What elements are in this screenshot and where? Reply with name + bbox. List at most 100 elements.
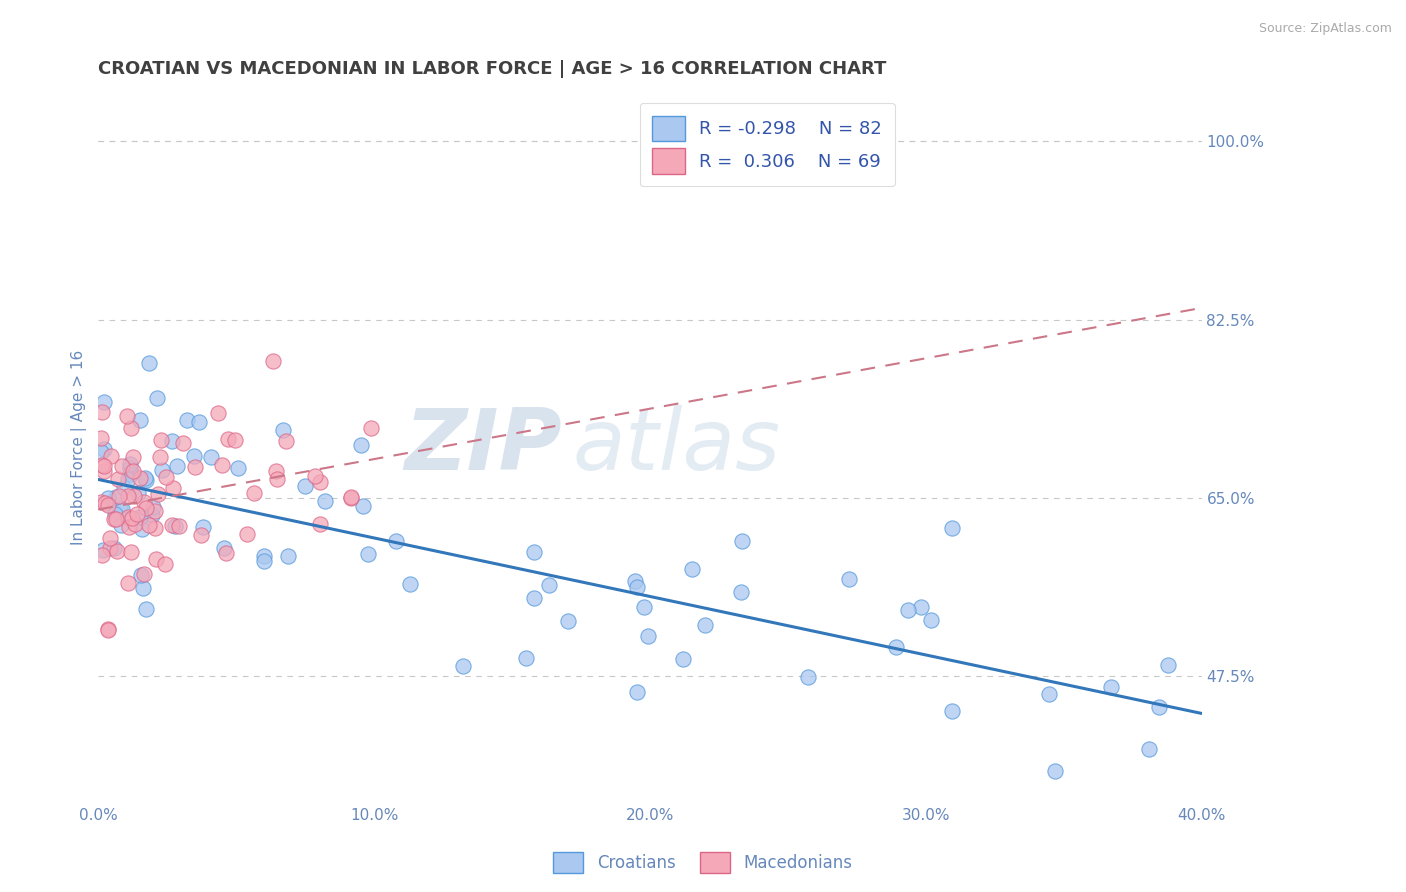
- Point: [118, 461, 141, 475]
- Point: [97, 491, 120, 505]
- Point: [97, 622, 120, 636]
- Point: [135, 500, 157, 515]
- Text: atlas: atlas: [572, 406, 780, 489]
- Point: [340, 491, 363, 505]
- Point: [626, 580, 648, 594]
- Point: [141, 508, 163, 522]
- Point: [385, 534, 408, 549]
- Point: [308, 516, 330, 531]
- Point: [730, 584, 752, 599]
- Point: [120, 466, 142, 480]
- Point: [350, 437, 373, 451]
- Point: [1137, 742, 1160, 756]
- Point: [1099, 681, 1122, 695]
- Point: [104, 507, 127, 521]
- Point: [211, 458, 233, 473]
- Point: [129, 568, 152, 582]
- Point: [162, 481, 184, 495]
- Point: [1147, 699, 1170, 714]
- Point: [97, 498, 120, 512]
- Point: [93, 442, 115, 456]
- Text: CROATIAN VS MACEDONIAN IN LABOR FORCE | AGE > 16 CORRELATION CHART: CROATIAN VS MACEDONIAN IN LABOR FORCE | …: [98, 60, 887, 78]
- Point: [941, 704, 963, 718]
- Point: [90, 445, 112, 459]
- Point: [277, 549, 299, 563]
- Point: [122, 489, 145, 503]
- Point: [235, 527, 257, 541]
- Point: [167, 519, 190, 533]
- Point: [124, 517, 146, 532]
- Point: [98, 532, 121, 546]
- Point: [132, 582, 155, 596]
- Point: [115, 409, 138, 423]
- Point: [294, 479, 316, 493]
- Point: [105, 511, 128, 525]
- Point: [150, 433, 173, 447]
- Point: [93, 459, 115, 474]
- Point: [176, 412, 198, 426]
- Point: [120, 467, 142, 482]
- Point: [163, 519, 186, 533]
- Point: [681, 562, 703, 576]
- Point: [105, 490, 128, 504]
- Point: [672, 651, 695, 665]
- Point: [135, 474, 157, 488]
- Point: [633, 600, 655, 615]
- Point: [153, 557, 176, 571]
- Point: [274, 434, 297, 449]
- Point: [399, 577, 422, 591]
- Point: [93, 395, 115, 409]
- Point: [105, 544, 128, 558]
- Legend: Croatians, Macedonians: Croatians, Macedonians: [547, 846, 859, 880]
- Point: [143, 503, 166, 517]
- Point: [523, 545, 546, 559]
- Point: [90, 431, 112, 445]
- Point: [897, 603, 920, 617]
- Point: [271, 423, 294, 437]
- Point: [121, 464, 143, 478]
- Point: [1045, 764, 1067, 779]
- Point: [207, 406, 229, 420]
- Point: [111, 501, 134, 516]
- Point: [160, 434, 183, 448]
- Point: [451, 658, 474, 673]
- Point: [253, 554, 276, 568]
- Point: [96, 624, 118, 638]
- Point: [340, 491, 363, 506]
- Point: [103, 512, 125, 526]
- Point: [110, 517, 132, 532]
- Point: [172, 435, 194, 450]
- Point: [98, 541, 121, 556]
- Point: [314, 493, 336, 508]
- Point: [122, 450, 145, 465]
- Point: [626, 685, 648, 699]
- Point: [941, 521, 963, 535]
- Point: [100, 450, 122, 464]
- Legend: R = -0.298    N = 82, R =  0.306    N = 69: R = -0.298 N = 82, R = 0.306 N = 69: [640, 103, 894, 186]
- Point: [884, 640, 907, 655]
- Point: [108, 489, 131, 503]
- Point: [91, 543, 114, 558]
- Point: [155, 470, 177, 484]
- Point: [142, 500, 165, 514]
- Point: [145, 552, 167, 566]
- Point: [838, 572, 860, 586]
- Point: [94, 496, 117, 510]
- Point: [103, 541, 125, 556]
- Point: [160, 518, 183, 533]
- Point: [132, 495, 155, 509]
- Point: [215, 546, 238, 560]
- Point: [515, 651, 537, 665]
- Point: [138, 517, 160, 532]
- Point: [146, 391, 169, 405]
- Text: ZIP: ZIP: [404, 406, 562, 489]
- Point: [166, 458, 188, 473]
- Point: [112, 481, 135, 495]
- Point: [557, 614, 579, 628]
- Point: [226, 461, 249, 475]
- Text: Source: ZipAtlas.com: Source: ZipAtlas.com: [1258, 22, 1392, 36]
- Point: [920, 613, 942, 627]
- Point: [120, 457, 142, 471]
- Point: [125, 508, 148, 522]
- Point: [111, 459, 134, 474]
